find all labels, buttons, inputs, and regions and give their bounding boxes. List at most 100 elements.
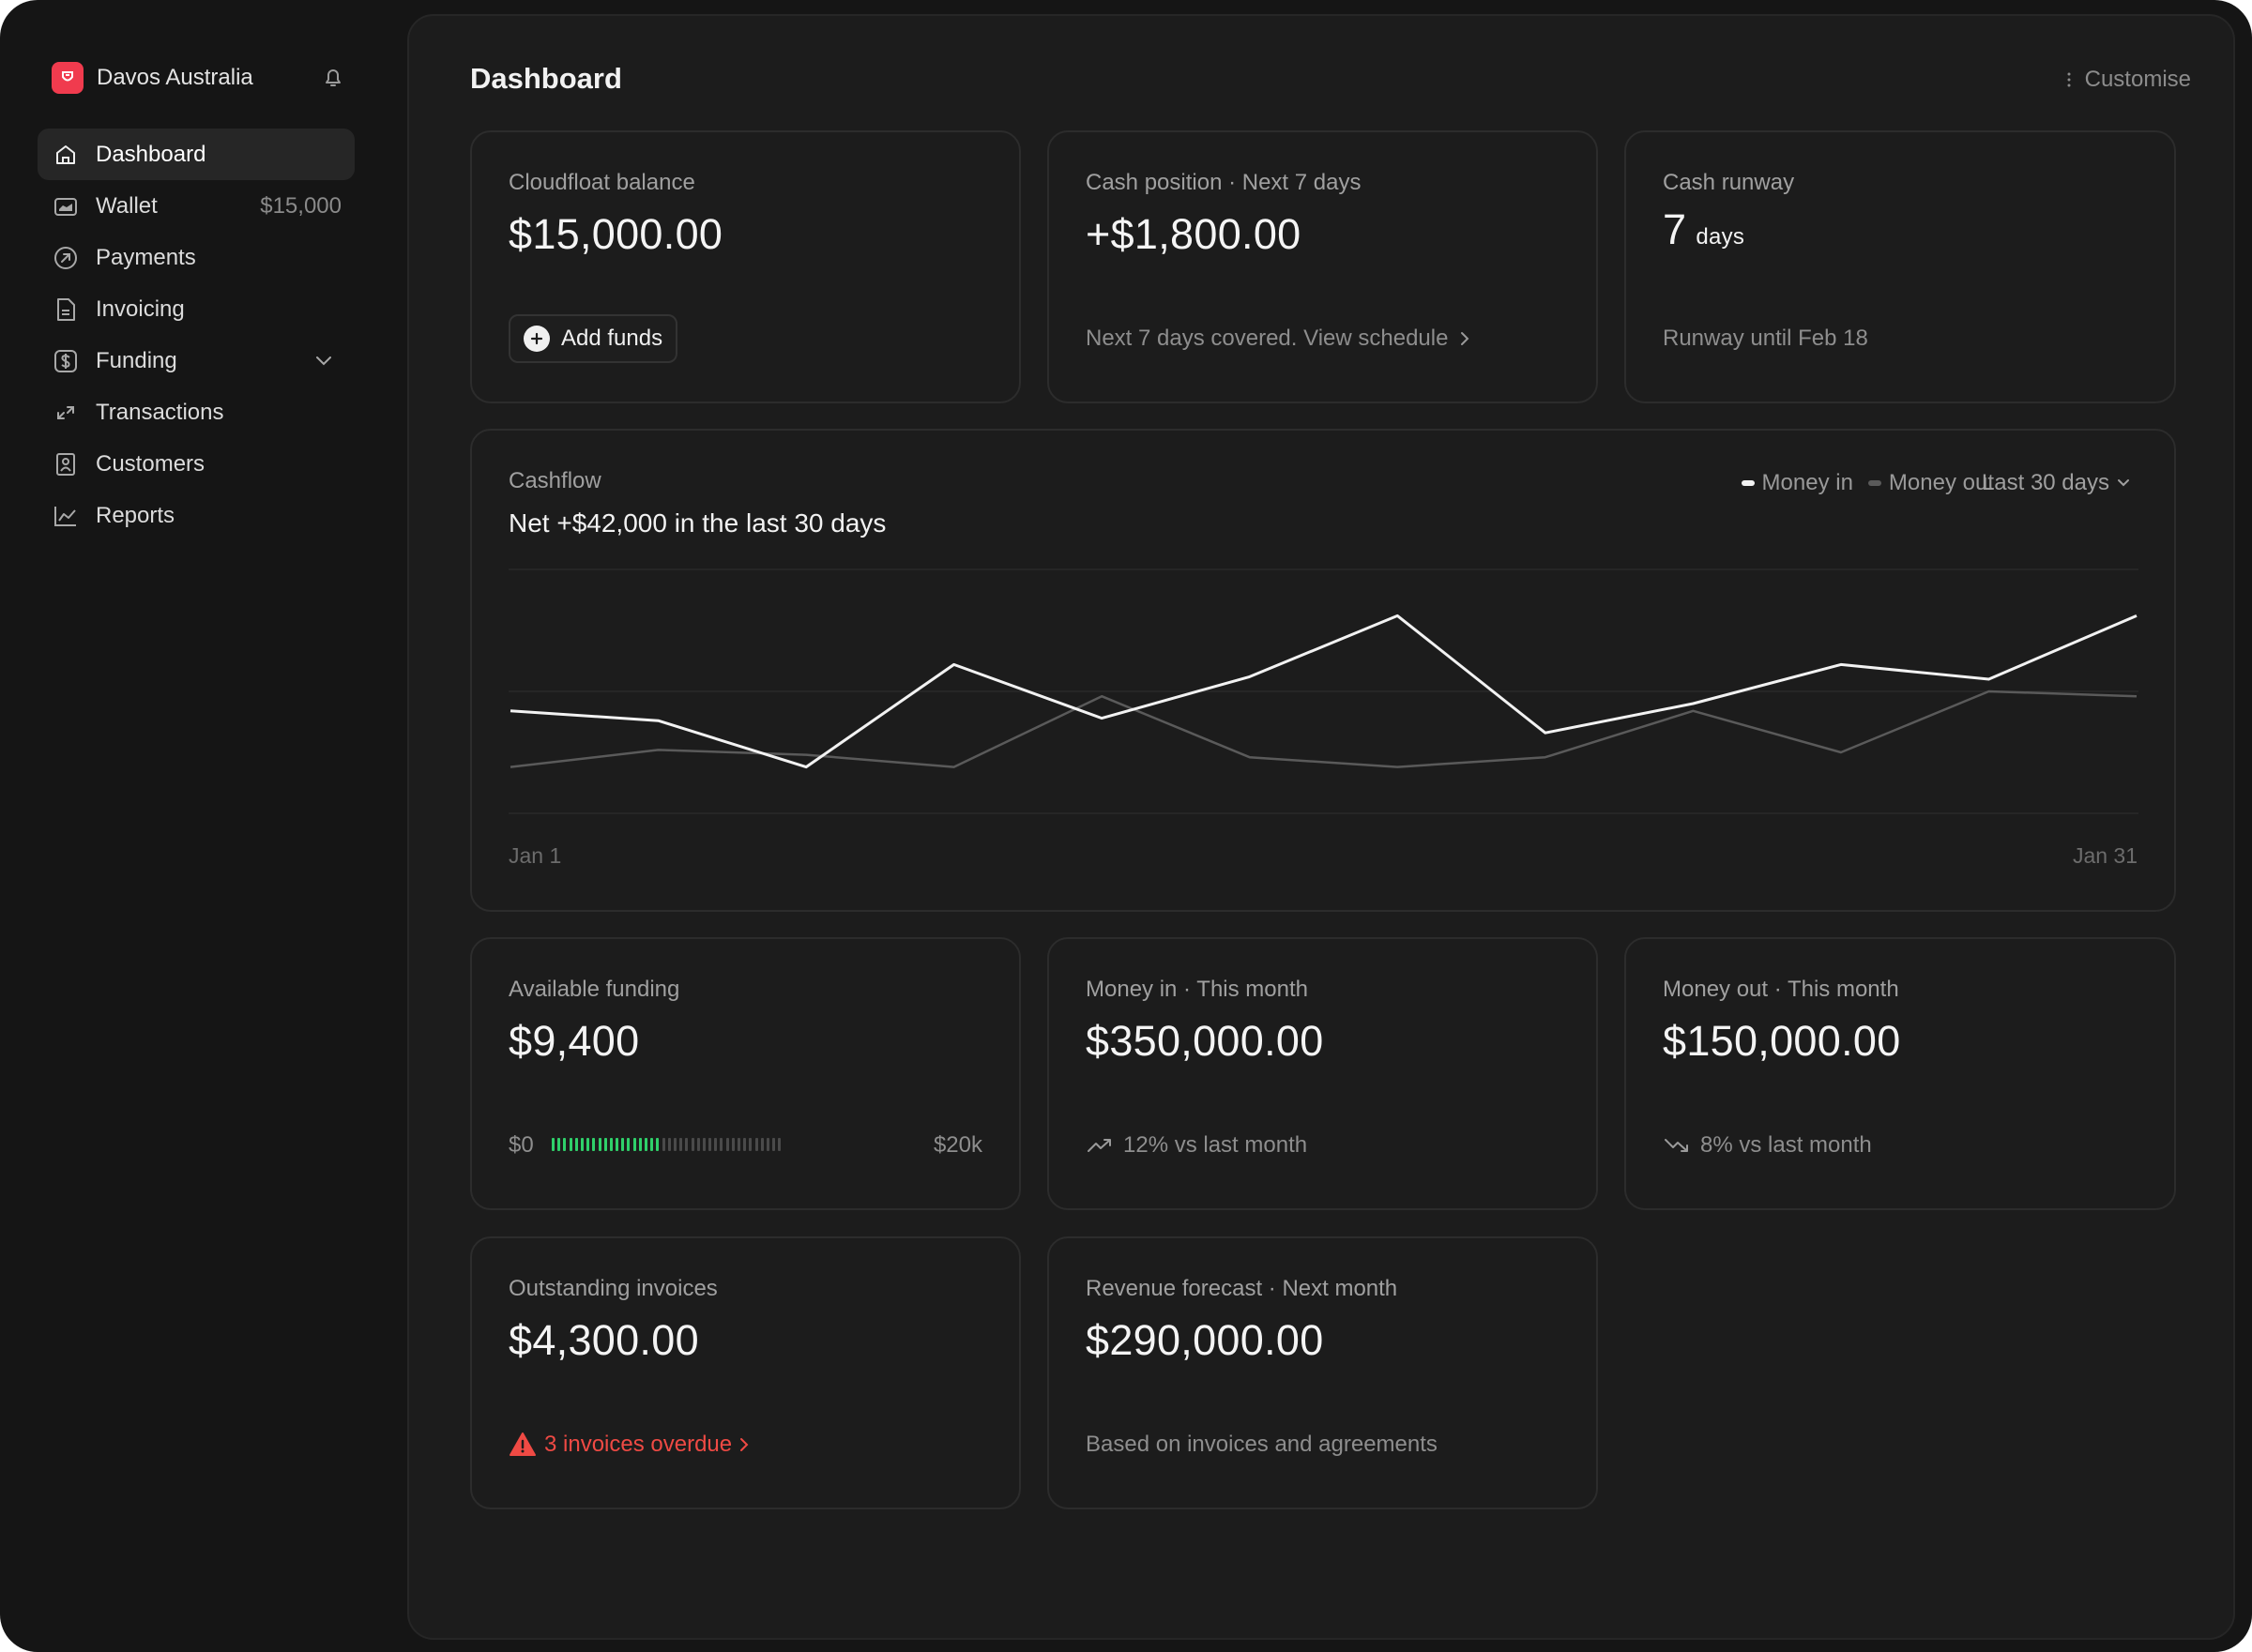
revenue-forecast-card: Revenue forecast · Next month $290,000.0…: [1047, 1236, 1598, 1509]
funding-tick: [708, 1138, 712, 1151]
view-schedule-link[interactable]: Next 7 days covered. View schedule: [1086, 326, 1472, 352]
cash-runway-card: Cash runway 7 days Runway until Feb 18: [1624, 130, 2176, 403]
sidebar-item-transactions[interactable]: Transactions: [38, 386, 355, 438]
card-label: Outstanding invoices: [509, 1276, 718, 1301]
chevron-down-icon[interactable]: [312, 349, 336, 373]
sidebar-item-customers[interactable]: Customers: [38, 438, 355, 490]
sidebar-item-label: Transactions: [96, 399, 224, 425]
sidebar: Davos Australia Dashboard Wallet $15,000: [0, 0, 408, 1652]
sidebar-item-label: Funding: [96, 347, 177, 373]
funding-max: $20k: [933, 1132, 982, 1158]
funding-tick: [569, 1138, 572, 1151]
wallet-balance: $15,000: [260, 192, 342, 219]
add-funds-label: Add funds: [561, 326, 663, 351]
trend-down-icon: [1663, 1135, 1693, 1156]
forecast-foot: Based on invoices and agreements: [1086, 1432, 1438, 1457]
funding-tick: [754, 1138, 758, 1151]
funding-tick: [749, 1138, 753, 1151]
funding-tick: [720, 1138, 723, 1151]
funding-tick: [760, 1138, 764, 1151]
funding-tick: [627, 1138, 631, 1151]
card-label: Money in · This month: [1086, 977, 1308, 1002]
funding-tick: [638, 1138, 642, 1151]
sidebar-item-payments[interactable]: Payments: [38, 232, 355, 283]
forecast-value: $290,000.00: [1086, 1316, 1324, 1364]
available-funding-value: $9,400: [509, 1017, 640, 1065]
funding-tick: [621, 1138, 625, 1151]
cashflow-card: Cashflow Net +$42,000 in the last 30 day…: [470, 429, 2176, 912]
cashflow-chart: [509, 568, 2138, 814]
funding-tick: [552, 1138, 555, 1151]
legend-item-money-out: Money out: [1867, 470, 1994, 496]
funding-tick: [580, 1138, 584, 1151]
wallet-icon: [53, 193, 79, 220]
range-select[interactable]: Last 30 days: [1982, 470, 2132, 496]
funding-tick: [667, 1138, 671, 1151]
funding-tick: [616, 1138, 619, 1151]
page-title: Dashboard: [470, 62, 622, 95]
overdue-text: 3 invoices overdue: [544, 1432, 733, 1457]
funding-tick: [772, 1138, 776, 1151]
funding-tick: [679, 1138, 683, 1151]
funding-tick: [778, 1138, 782, 1151]
funding-tick: [673, 1138, 677, 1151]
money-out-trend: 8% vs last month: [1663, 1132, 1872, 1159]
runway-value: 7: [1663, 205, 1687, 253]
funding-tick: [725, 1138, 729, 1151]
transactions-icon: [53, 400, 79, 426]
card-label: Cloudfloat balance: [509, 170, 695, 195]
sidebar-item-funding[interactable]: Funding: [38, 335, 355, 386]
overdue-link[interactable]: 3 invoices overdue: [509, 1432, 751, 1458]
funding-tick: [656, 1138, 660, 1151]
home-icon: [53, 142, 79, 168]
funding-tick: [632, 1138, 636, 1151]
card-label: Money out · This month: [1663, 977, 1899, 1002]
funding-tick: [738, 1138, 740, 1151]
sidebar-item-invoicing[interactable]: Invoicing: [38, 283, 355, 335]
cash-position-value: +$1,800.00: [1086, 210, 1301, 258]
funding-min: $0: [509, 1132, 534, 1158]
funding-tick: [592, 1138, 596, 1151]
funding-tick: [766, 1138, 769, 1151]
money-in-trend: 12% vs last month: [1086, 1132, 1307, 1159]
funding-tick: [603, 1138, 607, 1151]
sidebar-item-reports[interactable]: Reports: [38, 490, 355, 541]
funding-tick: [662, 1138, 665, 1151]
customers-icon: [53, 451, 79, 477]
funding-tick: [685, 1138, 689, 1151]
reports-icon: [53, 503, 79, 529]
funding-tick: [696, 1138, 700, 1151]
more-vertical-icon: [2066, 69, 2072, 90]
org-name: Davos Australia: [97, 65, 253, 90]
dollar-icon: [53, 348, 79, 374]
sidebar-item-wallet[interactable]: Wallet $15,000: [38, 180, 355, 232]
sidebar-item-label: Invoicing: [96, 296, 185, 322]
funding-tick: [574, 1138, 578, 1151]
add-funds-button[interactable]: Add funds: [509, 314, 678, 363]
bell-icon[interactable]: [319, 64, 347, 92]
x-axis-end: Jan 31: [2072, 843, 2138, 868]
chevron-right-icon: [1457, 328, 1472, 349]
available-funding-card: Available funding $9,400 $0 $20k: [470, 937, 1021, 1210]
legend-swatch: [1741, 480, 1755, 486]
funding-tick: [563, 1138, 567, 1151]
trend-up-icon: [1086, 1135, 1116, 1156]
money-out-card: Money out · This month $150,000.00 8% vs…: [1624, 937, 2176, 1210]
x-axis-start: Jan 1: [509, 843, 562, 868]
money-out-foot: 8% vs last month: [1700, 1132, 1872, 1158]
money-out-value: $150,000.00: [1663, 1017, 1901, 1065]
card-label: Cash runway: [1663, 170, 1795, 195]
money-in-card: Money in · This month $350,000.00 12% vs…: [1047, 937, 1598, 1210]
sidebar-item-dashboard[interactable]: Dashboard: [38, 129, 355, 180]
range-label: Last 30 days: [1981, 470, 2109, 495]
chevron-right-icon: [738, 1434, 751, 1455]
sidebar-item-label: Payments: [96, 244, 196, 270]
org-switcher[interactable]: Davos Australia: [52, 62, 347, 94]
outstanding-invoices-card: Outstanding invoices $4,300.00 3 invoice…: [470, 1236, 1021, 1509]
funding-tick: [691, 1138, 694, 1151]
series-line-money-in: [510, 614, 2138, 769]
customise-button[interactable]: Customise: [2066, 67, 2191, 93]
main-panel: Dashboard Customise Cloudfloat balance $…: [407, 14, 2235, 1640]
funding-tick: [714, 1138, 718, 1151]
